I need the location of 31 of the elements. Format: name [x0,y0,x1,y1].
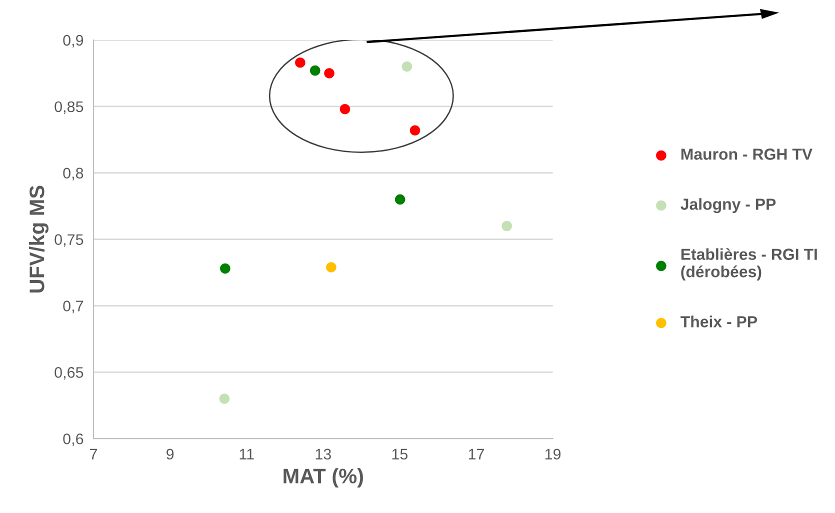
point [220,263,230,274]
y-tick-label: 0,85 [54,101,84,114]
x-tick-label: 13 [316,448,331,460]
x-axis-title: MAT (%) [284,468,363,488]
x-tick-label: 11 [240,448,254,460]
y-tick-label: 0,7 [63,300,84,314]
y-tick-label: 0,75 [54,234,84,247]
legend-label: Mauron - RGH TV [681,148,812,160]
point [326,262,336,272]
point [324,68,334,78]
point [402,61,412,72]
x-tick-label: 9 [166,448,174,460]
point [502,220,512,232]
legend-label: Etablières - RGI TI (dérobées) [681,248,817,280]
point [340,104,350,114]
x-tick-label: 7 [90,448,97,460]
x-tick-label: 15 [392,448,408,460]
point [310,65,320,76]
y-tick-label: 0,9 [63,34,84,48]
x-tick-label: 17 [468,448,484,460]
y-axis-title: UFV/kg MS [29,186,49,292]
legend-label: Jalogny - PP [680,198,776,214]
point [219,394,230,404]
y-tick-label: 0,6 [63,433,84,446]
point [295,57,306,68]
point [410,125,420,136]
legend-label: Theix - PP [680,316,758,328]
y-tick-label: 0,65 [54,367,84,380]
y-tick-label: 0,8 [63,168,84,180]
x-tick-label: 19 [545,448,561,460]
point [394,194,406,205]
